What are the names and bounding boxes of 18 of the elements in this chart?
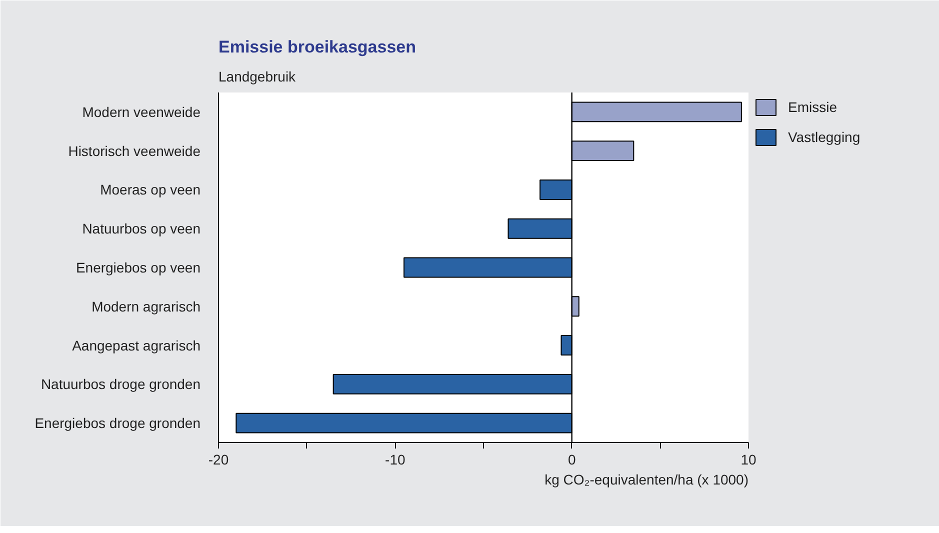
- x-tick-label: -10: [385, 452, 406, 468]
- x-tick-label: 0: [568, 452, 576, 468]
- x-tick-label: -20: [208, 452, 229, 468]
- y-tick-label: Modern veenweide: [82, 104, 201, 120]
- y-tick-label: Aangepast agrarisch: [72, 337, 201, 354]
- y-tick-label: Natuurbos op veen: [82, 220, 201, 237]
- y-tick-label: Modern agrarisch: [92, 298, 200, 314]
- chart-title: Emissie broeikasgassen: [218, 38, 416, 56]
- y-tick-label: Historisch veenweide: [68, 142, 201, 159]
- y-tick-label: Energiebos droge gronden: [34, 415, 201, 432]
- y-axis-title: Landgebruik: [218, 68, 297, 84]
- legend-label: Emissie: [788, 99, 838, 115]
- y-tick-label: Moeras op veen: [100, 182, 201, 198]
- legend-label: Vastlegging: [788, 129, 860, 145]
- y-tick-label: Energiebos op veen: [76, 260, 201, 276]
- x-axis-title: kg CO₂-equivalenten/ha (x 1000): [544, 472, 749, 488]
- y-tick-label: Natuurbos droge gronden: [40, 376, 201, 392]
- x-tick-label: 10: [740, 452, 756, 468]
